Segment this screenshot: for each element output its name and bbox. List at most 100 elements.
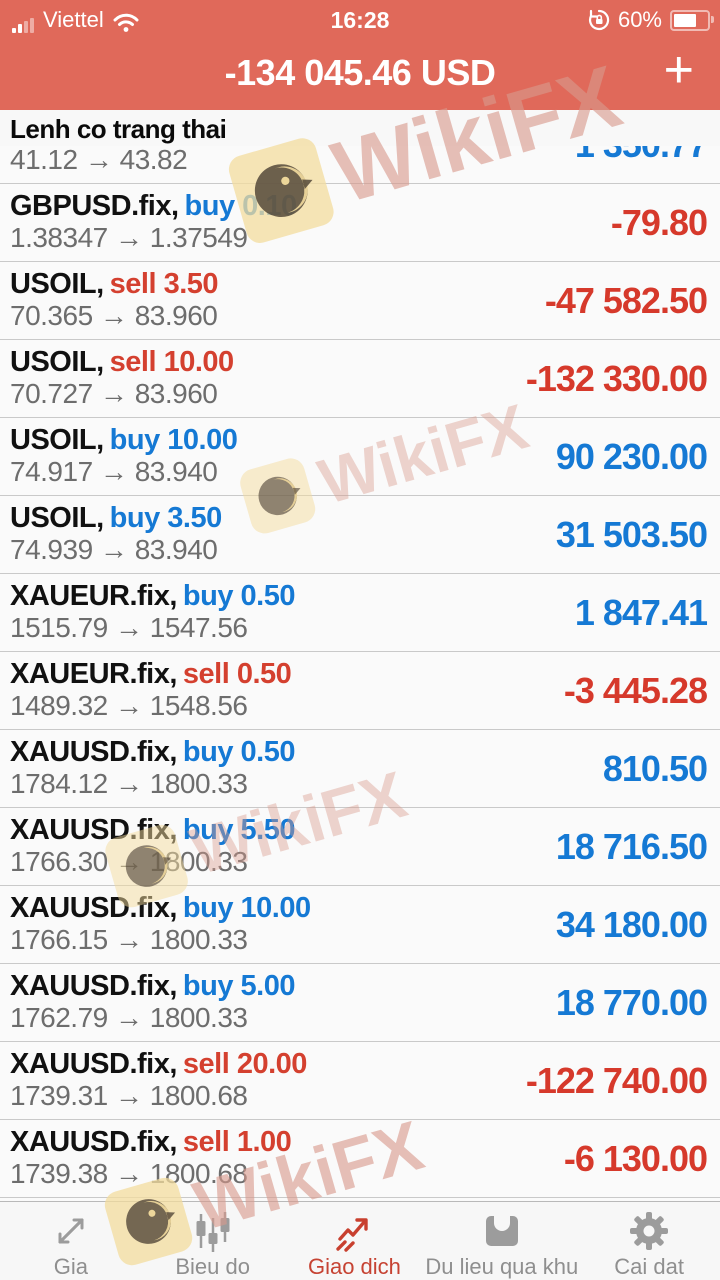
trade-symbol: XAUUSD.fix, xyxy=(10,1048,177,1080)
trade-side-volume: sell 3.50 xyxy=(109,268,219,300)
trade-side-volume: buy 10.00 xyxy=(109,424,238,456)
trade-symbol: USOIL, xyxy=(10,502,104,534)
tab-label: Du lieu qua khu xyxy=(425,1254,579,1279)
trade-symbol: XAUUSD.fix, xyxy=(10,1126,177,1158)
trade-prices: 74.939 → 83.940 xyxy=(10,534,218,565)
tab-label: Gia xyxy=(53,1254,89,1279)
trade-profit: -6 130.00 xyxy=(563,1137,708,1179)
trade-side-volume: buy 0.50 xyxy=(182,736,296,768)
trade-symbol-line: XAUUSD.fix, buy 0.50 xyxy=(0,730,720,767)
trade-symbol-line: XAUUSD.fix, sell 20.00 xyxy=(0,1042,720,1079)
carrier-label: Viettel xyxy=(43,7,104,32)
history-tray-icon xyxy=(480,1208,524,1253)
tab-settings[interactable]: Cai dat xyxy=(578,1202,720,1280)
trade-symbol-line: USOIL, buy 10.00 xyxy=(0,418,720,455)
trade-symbol-line: XAUUSD.fix, buy 5.00 xyxy=(0,964,720,1001)
trade-symbol: GBPUSD.fix, xyxy=(10,190,179,222)
trade-profit: -79.80 xyxy=(610,201,708,243)
battery-percent-label: 60% xyxy=(617,7,662,32)
trade-symbol-line: XAUEUR.fix, sell 0.50 xyxy=(0,652,720,689)
trade-row[interactable]: USOIL, buy 10.00 74.917 → 83.940 90 230.0… xyxy=(0,418,720,496)
signal-icon xyxy=(12,18,34,33)
trade-symbol: XAUUSD.fix, xyxy=(10,814,177,846)
status-bar: Viettel 16:28 60% xyxy=(0,0,720,34)
trade-row[interactable]: USOIL, sell 3.50 70.365 → 83.960 -47 582.… xyxy=(0,262,720,340)
wifi-icon xyxy=(113,13,139,32)
clock: 16:28 xyxy=(330,6,390,33)
trade-side-volume: sell 20.00 xyxy=(182,1048,308,1080)
trade-row[interactable]: GBPUSD.fix, buy 0.10 1.38347 → 1.37549 -7… xyxy=(0,184,720,262)
trade-symbol: XAUUSD.fix, xyxy=(10,892,177,924)
trade-profit: 1 847.41 xyxy=(574,591,708,633)
trade-prices: 1.38347 → 1.37549 xyxy=(10,222,248,253)
tab-charts[interactable]: Bieu do xyxy=(142,1202,284,1280)
trade-row[interactable]: XAUUSD.fix, sell 1.00 1739.38 → 1800.68 -… xyxy=(0,1120,720,1198)
trade-row[interactable]: XAUEUR.fix, sell 0.50 1489.32 → 1548.56 -… xyxy=(0,652,720,730)
trade-row[interactable]: XAUUSD.fix, buy 0.50 1784.12 → 1800.33 81… xyxy=(0,730,720,808)
trade-prices: 70.365 → 83.960 xyxy=(10,300,218,331)
section-header: Lenh co trang thai xyxy=(0,110,720,146)
app-header: Viettel 16:28 60% -134 045.46 USD + xyxy=(0,0,720,110)
trade-side-volume: buy 10.00 xyxy=(182,892,311,924)
trade-symbol: XAUEUR.fix, xyxy=(10,658,177,690)
trade-side-volume: buy 0.50 xyxy=(182,580,296,612)
trade-row[interactable]: XAUUSD.fix, buy 10.00 1766.15 → 1800.33 3… xyxy=(0,886,720,964)
trade-prices: 74.917 → 83.940 xyxy=(10,456,218,487)
trade-prices: 1784.12 → 1800.33 xyxy=(10,768,248,799)
trades-list: Lenh co trang thai 41.12 → 43.82 1 350.7… xyxy=(0,110,720,1202)
trade-profit: 90 230.00 xyxy=(555,435,708,477)
trade-side-volume: buy 0.10 xyxy=(184,190,298,222)
trade-profit: 810.50 xyxy=(602,747,708,789)
battery-icon xyxy=(670,9,714,31)
trade-side-volume: buy 3.50 xyxy=(109,502,223,534)
trade-profit: 31 503.50 xyxy=(555,513,708,555)
trade-side-volume: sell 10.00 xyxy=(109,346,235,378)
price-arrows-icon xyxy=(49,1208,93,1253)
trade-prices: 41.12 → 43.82 xyxy=(10,144,188,175)
trade-symbol: USOIL, xyxy=(10,424,104,456)
trade-side-volume: buy 5.00 xyxy=(182,970,296,1002)
trade-symbol-line: USOIL, buy 3.50 xyxy=(0,496,720,533)
trade-profit: -132 330.00 xyxy=(525,357,708,399)
trade-row[interactable]: XAUEUR.fix, buy 0.50 1515.79 → 1547.56 1 … xyxy=(0,574,720,652)
trade-profit: -47 582.50 xyxy=(544,279,708,321)
trade-symbol-line: XAUEUR.fix, buy 0.50 xyxy=(0,574,720,611)
trade-row[interactable]: XAUUSD.fix, buy 5.00 1762.79 → 1800.33 18… xyxy=(0,964,720,1042)
trade-symbol: USOIL, xyxy=(10,346,104,378)
trade-prices: 1762.79 → 1800.33 xyxy=(10,1002,248,1033)
trade-profit: 18 770.00 xyxy=(555,981,708,1023)
tab-history[interactable]: Du lieu qua khu xyxy=(425,1202,578,1280)
trade-profit: -122 740.00 xyxy=(525,1059,708,1101)
trade-side-volume: sell 1.00 xyxy=(182,1126,292,1158)
trade-profit: 18 716.50 xyxy=(555,825,708,867)
trade-symbol: USOIL, xyxy=(10,268,104,300)
add-order-button[interactable]: + xyxy=(663,41,694,99)
trade-symbol: XAUUSD.fix, xyxy=(10,736,177,768)
tab-bar: Gia Bieu do Giao dich xyxy=(0,1201,720,1280)
candlestick-chart-icon xyxy=(191,1208,235,1253)
tab-trade[interactable]: Giao dich xyxy=(284,1202,426,1280)
trade-side-volume: buy 5.50 xyxy=(182,814,296,846)
trade-row[interactable]: USOIL, sell 10.00 70.727 → 83.960 -132 33… xyxy=(0,340,720,418)
trade-prices: 1766.15 → 1800.33 xyxy=(10,924,248,955)
trade-prices: 1515.79 → 1547.56 xyxy=(10,612,248,643)
trade-symbol-line: USOIL, sell 10.00 xyxy=(0,340,720,377)
trade-symbol: XAUEUR.fix, xyxy=(10,580,177,612)
trade-symbol: XAUUSD.fix, xyxy=(10,970,177,1002)
trade-prices: 1489.32 → 1548.56 xyxy=(10,690,248,721)
tab-label: Cai dat xyxy=(614,1254,684,1279)
trade-prices: 70.727 → 83.960 xyxy=(10,378,218,409)
trade-row[interactable]: XAUUSD.fix, buy 5.50 1766.30 → 1800.33 18… xyxy=(0,808,720,886)
trade-prices: 1739.31 → 1800.68 xyxy=(10,1080,248,1111)
trade-row[interactable]: USOIL, buy 3.50 74.939 → 83.940 31 503.50 xyxy=(0,496,720,574)
trade-profit: -3 445.28 xyxy=(563,669,708,711)
settings-gear-icon xyxy=(627,1208,671,1253)
tab-label: Giao dich xyxy=(307,1254,401,1279)
tab-quotes[interactable]: Gia xyxy=(0,1202,142,1280)
trade-profit: 34 180.00 xyxy=(555,903,708,945)
account-balance-title: -134 045.46 USD xyxy=(224,52,496,93)
trade-side-volume: sell 0.50 xyxy=(182,658,292,690)
trade-row[interactable]: XAUUSD.fix, sell 20.00 1739.31 → 1800.68 … xyxy=(0,1042,720,1120)
trade-symbol-line: XAUUSD.fix, sell 1.00 xyxy=(0,1120,720,1157)
tab-label: Bieu do xyxy=(175,1254,250,1279)
